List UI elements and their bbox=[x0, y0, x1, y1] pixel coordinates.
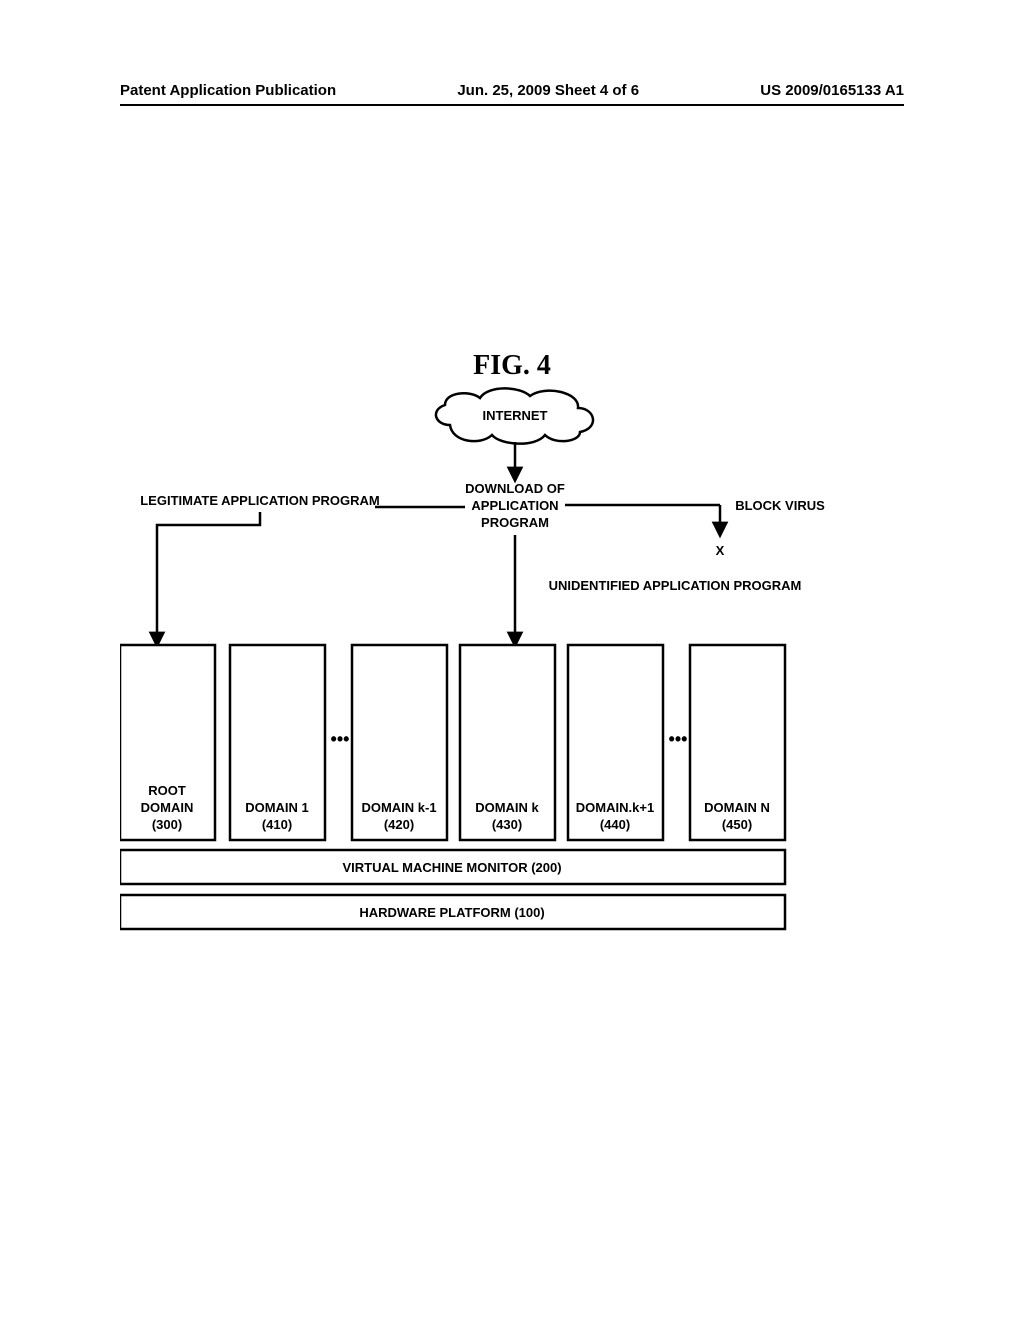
block-virus-label: BLOCK VIRUS bbox=[735, 498, 825, 513]
arrow-legit-to-root bbox=[157, 512, 260, 640]
ellipsis-2: ••• bbox=[669, 729, 688, 749]
ellipsis-1: ••• bbox=[331, 729, 350, 749]
download-label: DOWNLOAD OF APPLICATION PROGRAM bbox=[465, 481, 565, 530]
svg-text:PROGRAM: PROGRAM bbox=[481, 515, 549, 530]
legit-label: LEGITIMATE APPLICATION PROGRAM bbox=[140, 493, 380, 508]
svg-text:(440): (440) bbox=[600, 817, 630, 832]
svg-text:DOMAIN N: DOMAIN N bbox=[704, 800, 770, 815]
svg-text:DOMAIN 1: DOMAIN 1 bbox=[245, 800, 309, 815]
svg-text:APPLICATION: APPLICATION bbox=[471, 498, 558, 513]
svg-text:ROOT: ROOT bbox=[148, 783, 186, 798]
block-virus-x: X bbox=[716, 543, 725, 558]
header-rule bbox=[120, 104, 904, 106]
svg-text:DOMAIN: DOMAIN bbox=[141, 800, 194, 815]
vmm-box: VIRTUAL MACHINE MONITOR (200) bbox=[120, 850, 785, 884]
svg-text:HARDWARE PLATFORM (100): HARDWARE PLATFORM (100) bbox=[359, 905, 544, 920]
diagram: INTERNET DOWNLOAD OF APPLICATION PROGRAM… bbox=[120, 380, 880, 940]
svg-text:(410): (410) bbox=[262, 817, 292, 832]
domain-1-box: DOMAIN 1 (410) bbox=[230, 645, 325, 840]
svg-text:DOWNLOAD OF: DOWNLOAD OF bbox=[465, 481, 565, 496]
page: Patent Application Publication Jun. 25, … bbox=[0, 0, 1024, 1320]
header-center: Jun. 25, 2009 Sheet 4 of 6 bbox=[457, 82, 639, 99]
svg-text:(430): (430) bbox=[492, 817, 522, 832]
hw-box: HARDWARE PLATFORM (100) bbox=[120, 895, 785, 929]
domain-n-box: DOMAIN N (450) bbox=[690, 645, 785, 840]
domain-k1-box: DOMAIN.k+1 (440) bbox=[568, 645, 663, 840]
domain-k-1-box: DOMAIN k-1 (420) bbox=[352, 645, 447, 840]
svg-text:VIRTUAL MACHINE MONITOR (200): VIRTUAL MACHINE MONITOR (200) bbox=[342, 860, 561, 875]
svg-text:DOMAIN k: DOMAIN k bbox=[475, 800, 539, 815]
internet-cloud: INTERNET bbox=[436, 388, 593, 443]
svg-text:(420): (420) bbox=[384, 817, 414, 832]
unidentified-label: UNIDENTIFIED APPLICATION PROGRAM bbox=[549, 578, 802, 593]
root-domain-box: ROOT DOMAIN (300) bbox=[120, 645, 215, 840]
svg-text:DOMAIN k-1: DOMAIN k-1 bbox=[361, 800, 436, 815]
figure-title: FIG. 4 bbox=[0, 350, 1024, 382]
svg-text:(450): (450) bbox=[722, 817, 752, 832]
svg-text:(300): (300) bbox=[152, 817, 182, 832]
domain-k-box: DOMAIN k (430) bbox=[460, 645, 555, 840]
cloud-label: INTERNET bbox=[483, 408, 548, 423]
header: Patent Application Publication Jun. 25, … bbox=[120, 82, 904, 99]
header-left: Patent Application Publication bbox=[120, 82, 336, 99]
svg-text:DOMAIN.k+1: DOMAIN.k+1 bbox=[576, 800, 654, 815]
header-right: US 2009/0165133 A1 bbox=[760, 82, 904, 99]
